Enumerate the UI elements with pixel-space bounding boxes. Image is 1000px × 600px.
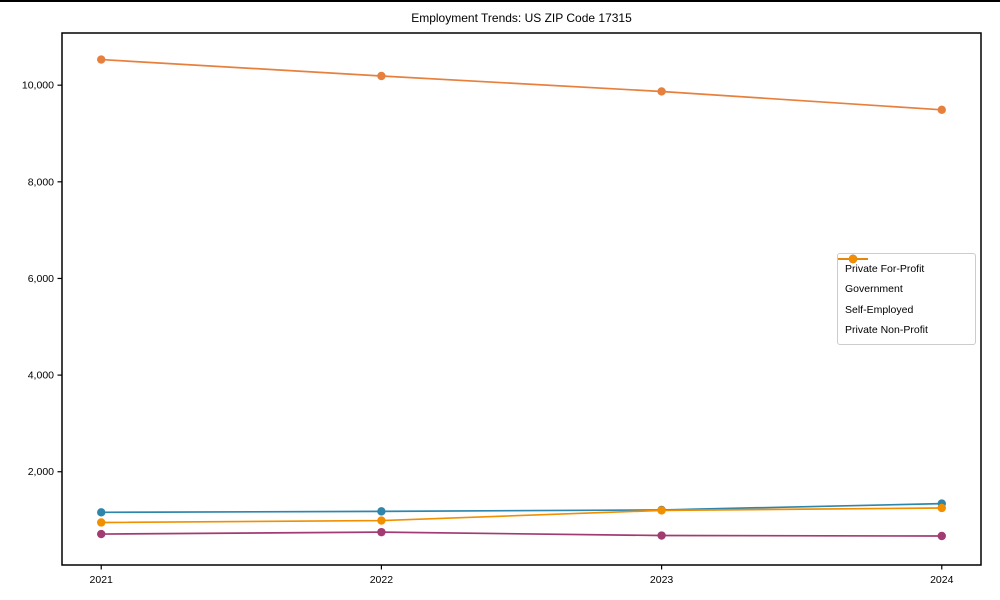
- y-axis-tick-label: 4,000: [28, 370, 54, 382]
- series-point-private-non-profit-2024: [937, 503, 946, 513]
- series-line-self-employed: [101, 531, 942, 537]
- legend-item-government: Government: [838, 254, 968, 299]
- series-point-government-2021: [97, 508, 106, 517]
- plot-frame: [61, 32, 982, 566]
- series-point-private-for-profit-2022: [377, 71, 386, 81]
- legend-label-self-employed: Self-Employed: [845, 303, 914, 316]
- legend-item-private-non-profit: Private Non-Profit: [838, 254, 968, 340]
- y-axis-tick-label: 6,000: [28, 273, 54, 285]
- y-axis-tick-label: 8,000: [28, 176, 54, 188]
- chart-title: Employment Trends: US ZIP Code 17315: [411, 11, 632, 25]
- y-axis-tick-label: 10,000: [22, 80, 54, 92]
- series-point-private-non-profit-2021: [97, 518, 106, 527]
- series-point-self-employed-2024: [937, 531, 946, 541]
- legend-item-self-employed: Self-Employed: [838, 254, 968, 320]
- window-top-edge: [0, 0, 1000, 2]
- x-axis-tick-label: 2023: [650, 574, 674, 586]
- legend-label-government: Government: [845, 283, 903, 296]
- series-point-self-employed-2021: [97, 529, 106, 539]
- y-axis-tick-label: 2,000: [28, 466, 54, 478]
- x-axis-tick-label: 2024: [930, 574, 954, 586]
- series-point-private-for-profit-2023: [657, 87, 666, 96]
- legend-label-private-non-profit: Private Non-Profit: [845, 323, 928, 336]
- series-line-government: [101, 502, 942, 514]
- series-point-self-employed-2023: [657, 531, 666, 540]
- series-point-government-2022: [377, 507, 386, 516]
- series-line-private-for-profit: [101, 58, 942, 111]
- series-line-private-non-profit: [101, 507, 942, 524]
- x-axis-tick-label: 2021: [90, 574, 114, 586]
- series-point-private-non-profit-2023: [657, 506, 666, 515]
- series-point-private-for-profit-2021: [97, 55, 106, 64]
- series-point-private-for-profit-2024: [937, 105, 946, 115]
- series-point-private-non-profit-2022: [377, 516, 386, 525]
- legend-label-private-for-profit: Private For-Profit: [845, 263, 925, 275]
- chart-legend: Private For-Profit Government Self-Emplo…: [837, 253, 976, 345]
- x-axis-tick-label: 2022: [370, 574, 394, 586]
- legend-marker-private-non-profit: [838, 254, 868, 264]
- series-point-self-employed-2022: [377, 527, 386, 537]
